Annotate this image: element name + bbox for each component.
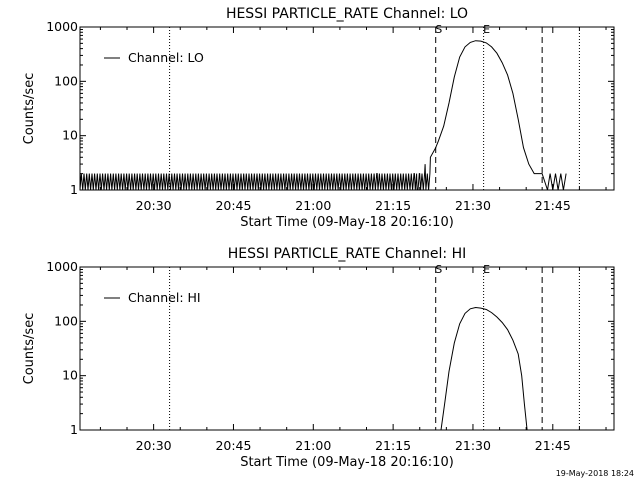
panel1-time-marker-label: S [435,23,442,36]
panel1-series-line [79,40,567,191]
panel1-x-tick-label: 21:00 [295,198,331,213]
panel2-y-tick-label: 1 [70,422,78,437]
panel1-x-tick-label: 20:45 [215,198,251,213]
panel2-y-tick-label: 10 [62,368,78,383]
panel1-x-tick-label: 21:30 [455,198,491,213]
panel2-time-marker-label: S [435,263,442,276]
panel1-x-axis-label: Start Time (09-May-18 20:16:10) [240,215,454,230]
panel1-plot-frame [79,26,615,191]
panel2-x-axis-label: Start Time (09-May-18 20:16:10) [240,455,454,470]
panel2-x-tick-label: 21:45 [535,438,571,453]
panel1-y-tick-label: 100 [54,73,78,88]
footer-timestamp: 19-May-2018 18:24 [556,469,634,478]
panel2-plot-frame [79,266,615,431]
panel1-x-tick-label: 20:30 [136,198,172,213]
panel1-chart-title: HESSI PARTICLE_RATE Channel: LO [226,6,468,22]
panel2-x-tick-label: 20:30 [136,438,172,453]
panel2-y-axis-label: Counts/sec [22,313,37,385]
panel2-y-tick-label: 100 [54,313,78,328]
panel2-chart-title: HESSI PARTICLE_RATE Channel: HI [228,246,466,262]
panel1-legend-label: Channel: LO [128,50,204,65]
panel1-y-tick-label: 1000 [46,19,78,34]
panel1-y-tick-label: 10 [62,128,78,143]
panel1-x-tick-label: 21:15 [375,198,411,213]
panel2-series-line [440,306,528,431]
panel2-legend-label: Channel: HI [128,290,201,305]
panel2-x-tick-label: 21:00 [295,438,331,453]
panel1-x-tick-label: 21:45 [535,198,571,213]
panel2-x-tick-label: 21:30 [455,438,491,453]
panel2-x-tick-label: 20:45 [215,438,251,453]
panel1-time-marker-label: E [483,23,490,36]
panel2-x-tick-label: 21:15 [375,438,411,453]
panel1-y-tick-label: 1 [70,182,78,197]
panel2-time-marker-label: E [483,263,490,276]
panel1-y-axis-label: Counts/sec [22,73,37,145]
panel2-y-tick-label: 1000 [46,259,78,274]
